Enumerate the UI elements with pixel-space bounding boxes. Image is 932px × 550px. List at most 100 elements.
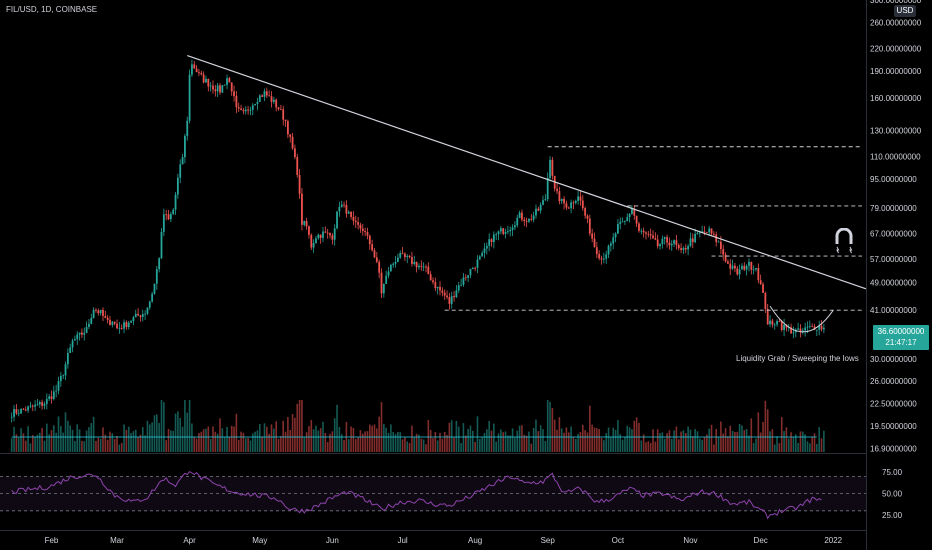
candle-body	[719, 241, 722, 250]
volume-bar	[116, 435, 118, 452]
volume-bar	[69, 425, 72, 452]
candle-body	[563, 198, 565, 204]
candle-body	[750, 261, 753, 270]
volume-bar	[563, 432, 565, 452]
volume-bar	[614, 429, 617, 452]
volume-bar	[799, 431, 802, 452]
volume-bar	[109, 431, 111, 452]
volume-bar	[687, 426, 689, 452]
volume-bar	[296, 403, 299, 452]
volume-bar	[551, 407, 554, 452]
candle-body	[43, 403, 46, 406]
candle-body	[485, 245, 488, 249]
candle-body	[404, 253, 406, 258]
volume-bar	[36, 434, 39, 452]
volume-bar	[92, 416, 95, 452]
volume-bar	[523, 434, 526, 452]
candle-body	[200, 73, 203, 75]
volume-bar	[83, 441, 86, 452]
candle-body	[673, 240, 675, 244]
candle-body	[359, 224, 362, 229]
volume-bar	[572, 436, 575, 452]
volume-bar	[439, 432, 441, 452]
candle-body	[729, 263, 732, 269]
volume-bar	[233, 426, 235, 452]
candle-body	[331, 235, 334, 240]
candle-body	[387, 271, 390, 276]
candle-body	[45, 398, 48, 404]
candle-body	[420, 265, 423, 267]
candle-body	[216, 85, 219, 92]
candle-body	[338, 206, 341, 212]
candle-body	[174, 194, 177, 210]
volume-bar	[350, 426, 352, 452]
volume-bar	[338, 426, 341, 452]
candle-body	[668, 242, 671, 246]
candle-body	[167, 214, 170, 220]
currency-badge[interactable]: USD	[894, 5, 916, 17]
volume-bar	[476, 416, 479, 452]
volume-bar	[74, 441, 76, 452]
volume-bar	[333, 418, 336, 452]
price-tick-label: 30.00000000	[870, 355, 917, 364]
volume-bar	[759, 432, 762, 452]
volume-bar	[181, 426, 184, 452]
price-tick-label: 110.00000000	[870, 152, 921, 161]
candle-body	[27, 406, 29, 411]
volume-bar	[741, 425, 743, 452]
candle-body	[602, 258, 605, 260]
candle-body	[378, 261, 381, 273]
volume-bar	[462, 423, 465, 452]
candle-body	[329, 233, 331, 236]
candle-body	[254, 103, 257, 106]
candle-body	[642, 230, 645, 233]
candle-body	[715, 234, 718, 243]
candle-body	[762, 284, 764, 293]
candle-body	[399, 253, 402, 258]
volume-bar	[729, 425, 732, 452]
volume-bar	[804, 434, 806, 452]
volume-bar	[565, 427, 568, 452]
candle-body	[457, 285, 460, 291]
volume-bar	[558, 417, 561, 452]
volume-bar	[266, 426, 268, 452]
volume-bar	[230, 425, 233, 452]
volume-bar	[315, 425, 317, 452]
candle-body	[691, 238, 694, 243]
candle-body	[408, 255, 411, 257]
volume-bar	[71, 429, 74, 452]
volume-bar	[736, 431, 739, 452]
candle-body	[127, 322, 130, 328]
volume-bar	[244, 438, 247, 452]
candle-body	[696, 233, 699, 234]
candle-body	[57, 381, 60, 391]
candle-body	[556, 188, 558, 192]
volume-bar	[790, 432, 792, 452]
candle-body	[708, 228, 711, 233]
candle-body	[228, 78, 231, 83]
volume-bar	[703, 437, 706, 452]
volume-bar	[78, 429, 81, 452]
candle-body	[448, 297, 451, 304]
candle-body	[607, 245, 610, 255]
last-price: 36.60000000	[877, 327, 925, 336]
volume-bar	[221, 428, 224, 452]
candle-body	[95, 309, 97, 311]
volume-bar	[406, 441, 409, 452]
volume-bar	[282, 420, 285, 452]
candle-body	[284, 119, 287, 122]
candle-body	[125, 322, 128, 328]
candle-body	[422, 266, 425, 268]
candle-body	[488, 239, 491, 246]
volume-bar	[43, 440, 46, 452]
volume-bar	[277, 438, 280, 452]
candle-body	[62, 375, 65, 377]
volume-bar	[352, 427, 355, 452]
volume-bar	[673, 430, 675, 452]
candle-body	[635, 215, 638, 224]
candle-body	[656, 239, 659, 247]
volume-bar	[708, 428, 710, 452]
candle-body	[411, 256, 413, 264]
volume-bar	[200, 431, 203, 452]
